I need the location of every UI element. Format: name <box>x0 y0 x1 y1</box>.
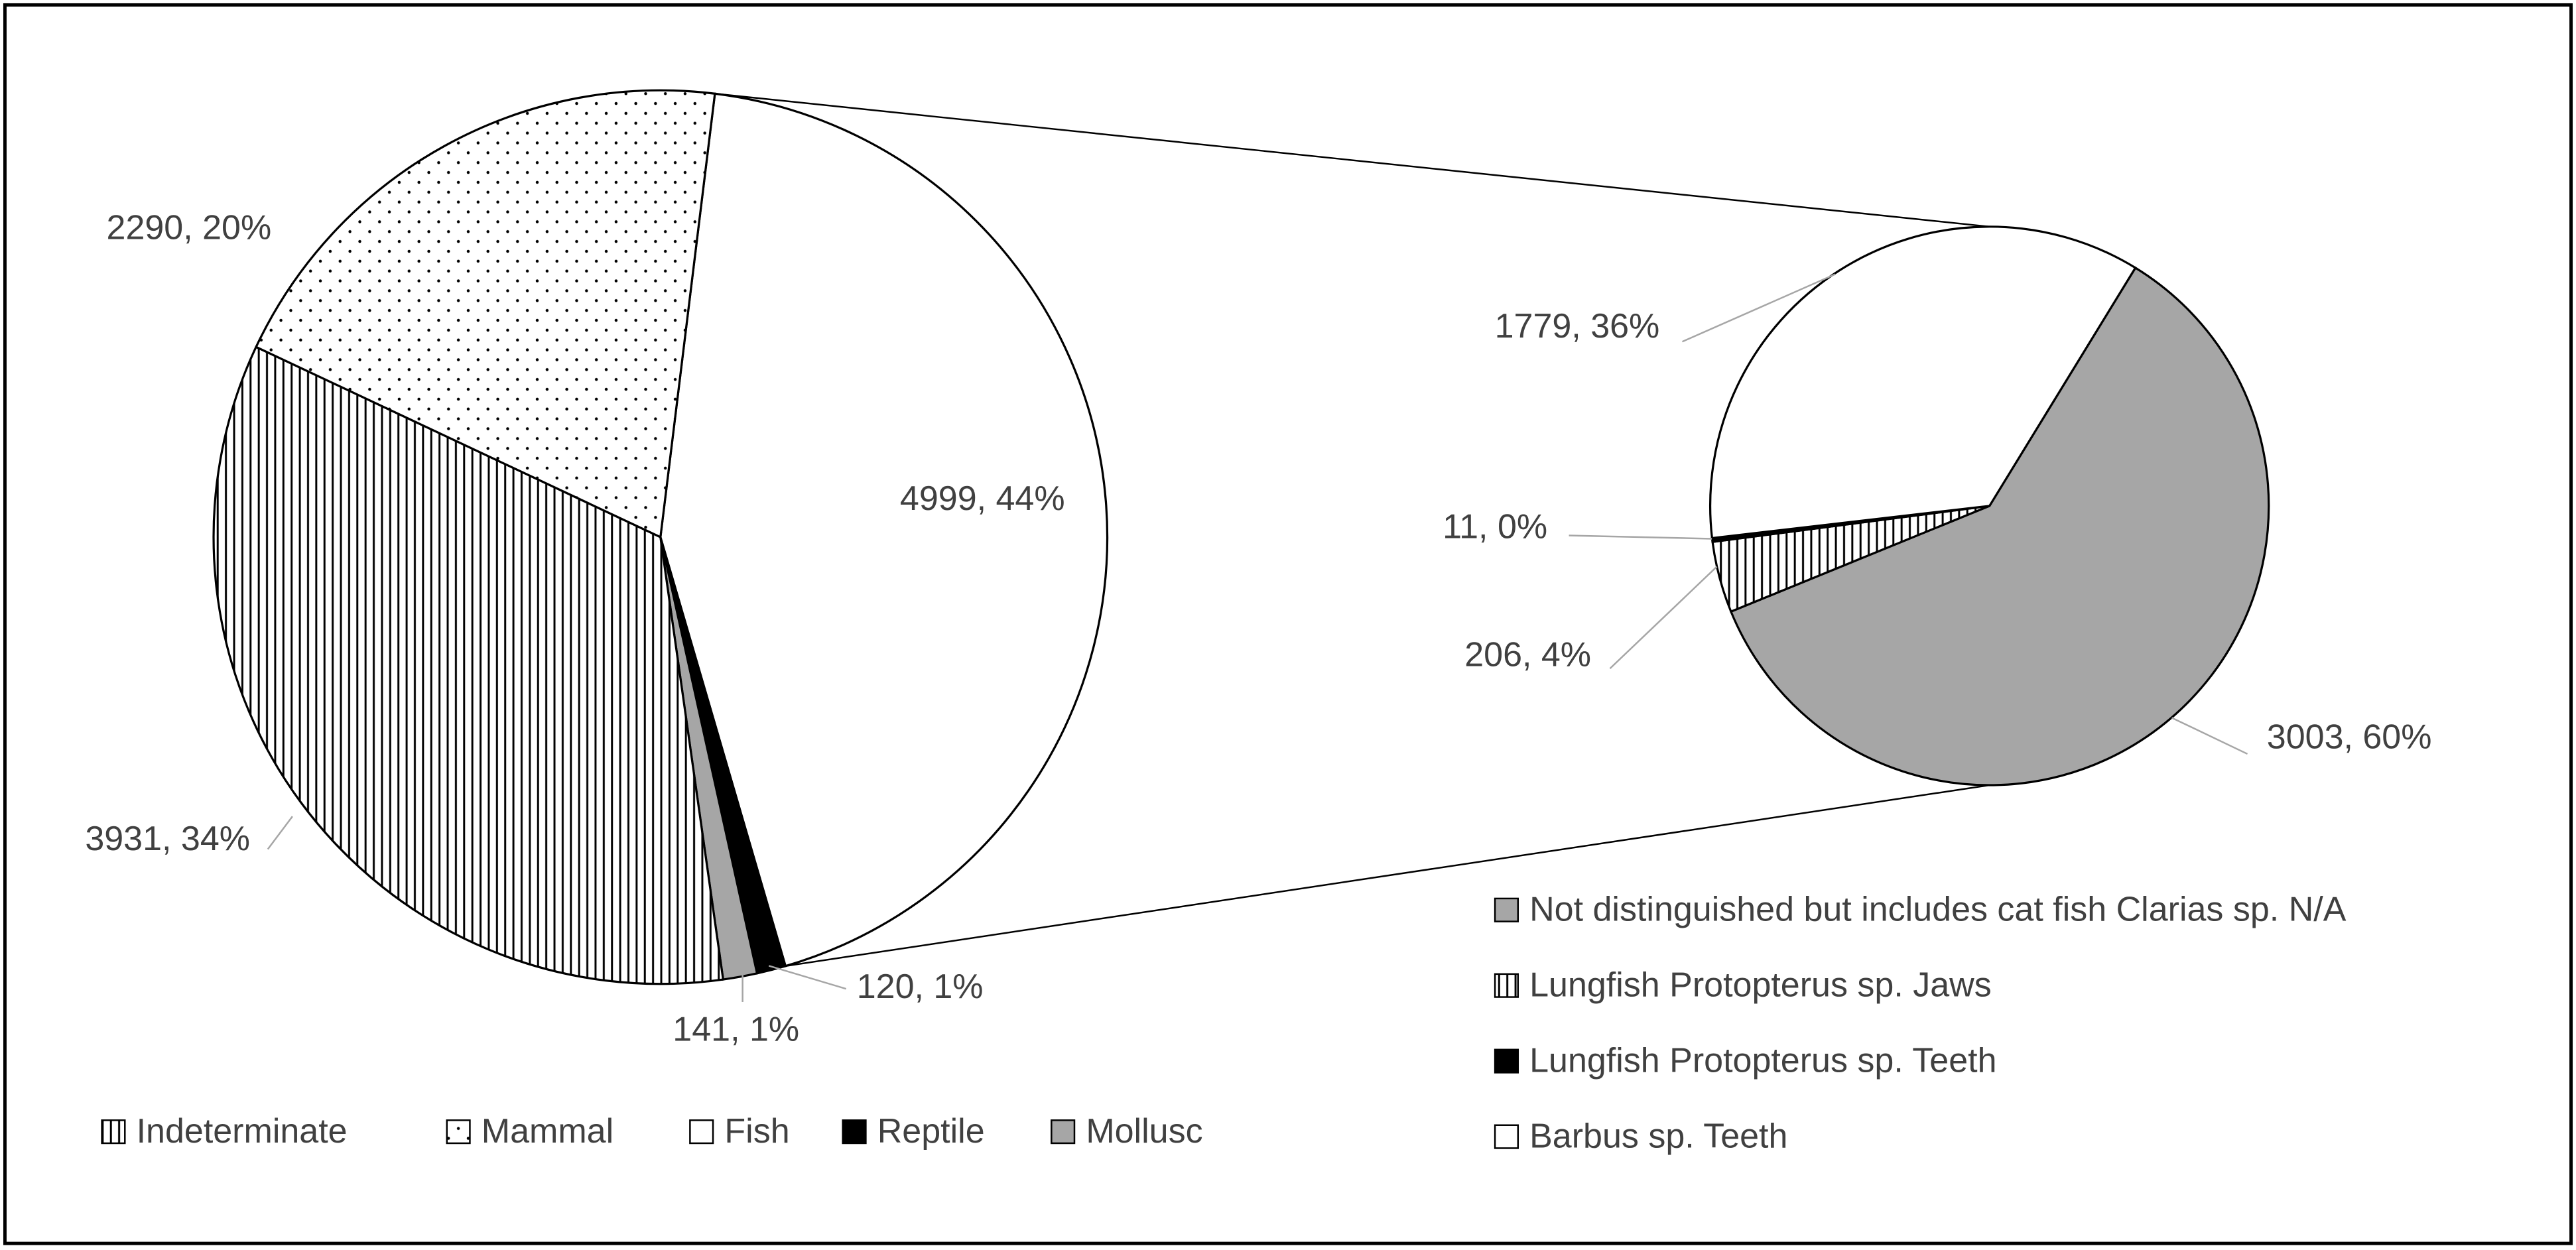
legend-label: Reptile <box>877 1112 985 1151</box>
legend-label: Lungfish Protopterus sp. Jaws <box>1529 966 1992 1004</box>
data-label: 2290, 20% <box>107 209 272 247</box>
pie-slice <box>212 345 725 985</box>
legend-label: Fish <box>724 1112 789 1151</box>
legend-label: Lungfish Protopterus sp. Teeth <box>1529 1041 1996 1080</box>
legend-label: Indeterminate <box>137 1112 348 1151</box>
data-label: 1779, 36% <box>1495 307 1660 345</box>
legend-swatch <box>1494 1124 1519 1149</box>
legend-label: Mollusc <box>1086 1112 1202 1151</box>
pie-slice <box>1708 225 2137 540</box>
leader-line <box>267 816 293 850</box>
legend-label: Barbus sp. Teeth <box>1529 1117 1787 1155</box>
legend-swatch <box>1494 1048 1519 1074</box>
legend-swatch <box>689 1119 714 1145</box>
data-label: 120, 1% <box>857 968 984 1006</box>
data-label: 4999, 44% <box>900 479 1065 518</box>
legend-swatch <box>1494 973 1519 998</box>
legend-swatch <box>1051 1119 1076 1145</box>
leader-line <box>1609 566 1718 670</box>
legend-swatch <box>101 1119 126 1145</box>
pie-slice <box>1729 266 2270 786</box>
pie-slice <box>254 89 716 539</box>
legend-swatch <box>446 1119 471 1145</box>
pie-slice <box>659 92 1109 968</box>
data-label: 11, 0% <box>1443 507 1547 546</box>
connector-line <box>714 93 1990 228</box>
data-label: 3003, 60% <box>2267 718 2432 756</box>
data-label: 206, 4% <box>1464 636 1591 674</box>
data-label: 141, 1% <box>673 1010 799 1048</box>
leader-line <box>1681 273 1836 343</box>
legend-label: Mammal <box>482 1112 613 1151</box>
legend-swatch <box>1494 897 1519 922</box>
legend-label: Not distinguished but includes cat fish … <box>1529 890 2347 928</box>
leader-line <box>2171 717 2248 755</box>
data-label: 3931, 34% <box>85 820 250 858</box>
connector-line <box>785 784 1990 968</box>
legend-swatch <box>842 1119 867 1145</box>
leader-line <box>768 965 847 990</box>
leader-line <box>1569 534 1712 540</box>
